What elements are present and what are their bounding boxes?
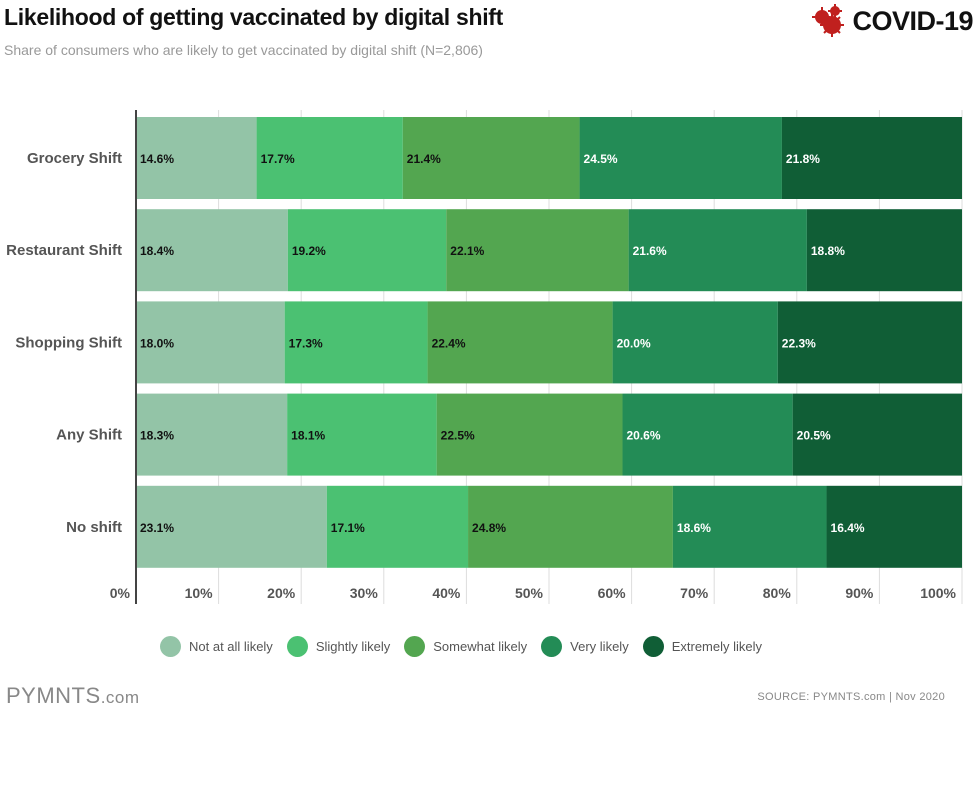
bar-segment [826, 485, 962, 568]
data-label: 18.6% [677, 521, 711, 535]
legend-swatch [160, 636, 181, 657]
data-label: 18.8% [811, 244, 845, 258]
data-label: 21.4% [407, 152, 441, 166]
bar-segment [284, 301, 428, 384]
bar-segment [612, 301, 778, 384]
bar-segment [579, 117, 782, 199]
legend-item: Very likely [541, 636, 629, 657]
bar-segment [781, 117, 962, 199]
bar-segment [446, 209, 629, 292]
bar-segment [136, 485, 327, 568]
x-tick-label: 50% [515, 585, 544, 601]
data-label: 21.8% [786, 152, 820, 166]
x-tick-label: 20% [267, 585, 296, 601]
data-label: 22.3% [782, 336, 816, 350]
legend-label: Slightly likely [315, 639, 391, 654]
bar-segment [622, 393, 793, 476]
legend-item: Somewhat likely [404, 636, 527, 657]
data-label: 22.4% [432, 336, 466, 350]
category-label: Shopping Shift [15, 334, 122, 351]
bar-segment [806, 209, 962, 292]
x-tick-label: 10% [185, 585, 214, 601]
legend-label: Extremely likely [671, 639, 762, 654]
data-label: 18.4% [140, 244, 174, 258]
bar-segment [672, 485, 827, 568]
bar-segment [777, 301, 962, 384]
stacked-bar-chart: 0% 10% 20% 30% 40% 50% 60% 70% 80% 90% 100% Grocery… [6, 110, 963, 604]
bar-segment [792, 393, 962, 476]
covid-logo: COVID-19 [808, 3, 973, 39]
data-label: 23.1% [140, 521, 174, 535]
x-tick-label: 0% [110, 585, 131, 601]
bar-segment [468, 485, 673, 568]
virus-icon [812, 4, 845, 37]
brand-name: PYMNTS [6, 683, 101, 708]
x-tick-label: 100% [920, 585, 956, 601]
bar-segment [427, 301, 613, 384]
bar-segment [402, 117, 580, 199]
legend-swatch [541, 636, 563, 657]
brand-suffix: .com [100, 688, 140, 707]
bar-segment [136, 301, 285, 384]
data-label: 18.0% [140, 336, 174, 350]
data-label: 20.6% [627, 429, 661, 443]
source-note: SOURCE: PYMNTS.com | Nov 2020 [757, 691, 945, 703]
category-label: Any Shift [56, 427, 122, 444]
category-label: Restaurant Shift [6, 242, 122, 259]
x-tick-label: 80% [763, 585, 792, 601]
bar-segment [136, 393, 288, 476]
data-label: 20.5% [797, 429, 831, 443]
bar-segment [326, 485, 469, 568]
legend-item: Not at all likely [160, 636, 273, 657]
legend-swatch [404, 636, 426, 657]
data-label: 17.7% [261, 152, 295, 166]
pymnts-logo: PYMNTS.com [6, 683, 140, 709]
data-label: 16.4% [831, 521, 865, 535]
data-label: 14.6% [140, 152, 174, 166]
legend-label: Somewhat likely [433, 639, 528, 654]
logo-text: COVID-19 [852, 5, 973, 36]
bar-segment [136, 117, 257, 199]
bar-segment [436, 393, 623, 476]
bar-segment [287, 209, 447, 292]
data-label: 20.0% [617, 336, 651, 350]
legend-swatch [286, 636, 308, 657]
legend-label: Not at all likely [189, 639, 273, 654]
x-tick-label: 70% [680, 585, 709, 601]
data-label: 24.8% [472, 521, 506, 535]
data-label: 17.1% [331, 521, 365, 535]
data-label: 18.1% [291, 429, 325, 443]
legend: Not at all likely Slightly likely Somewhat… [160, 636, 762, 657]
bar-segment [136, 209, 288, 292]
data-label: 17.3% [289, 336, 323, 350]
x-tick-label: 90% [845, 585, 874, 601]
data-label: 24.5% [584, 152, 618, 166]
data-label: 18.3% [140, 429, 174, 443]
x-tick-label: 60% [598, 585, 627, 601]
data-label: 22.1% [450, 244, 484, 258]
x-tick-label: 40% [432, 585, 461, 601]
bar-segment [287, 393, 437, 476]
legend-label: Very likely [570, 639, 629, 654]
data-label: 19.2% [292, 244, 326, 258]
chart-subtitle: Share of consumers who are likely to get… [4, 42, 483, 58]
bar-segment [256, 117, 403, 199]
x-tick-label: 30% [350, 585, 379, 601]
bar-segment [628, 209, 807, 292]
category-label: No shift [66, 519, 122, 536]
data-label: 22.5% [441, 429, 475, 443]
chart-title: Likelihood of getting vaccinated by digi… [4, 4, 504, 30]
legend-item: Extremely likely [642, 636, 762, 657]
data-label: 21.6% [633, 244, 667, 258]
legend-swatch [642, 636, 664, 657]
category-label: Grocery Shift [27, 150, 122, 167]
legend-item: Slightly likely [286, 636, 391, 657]
